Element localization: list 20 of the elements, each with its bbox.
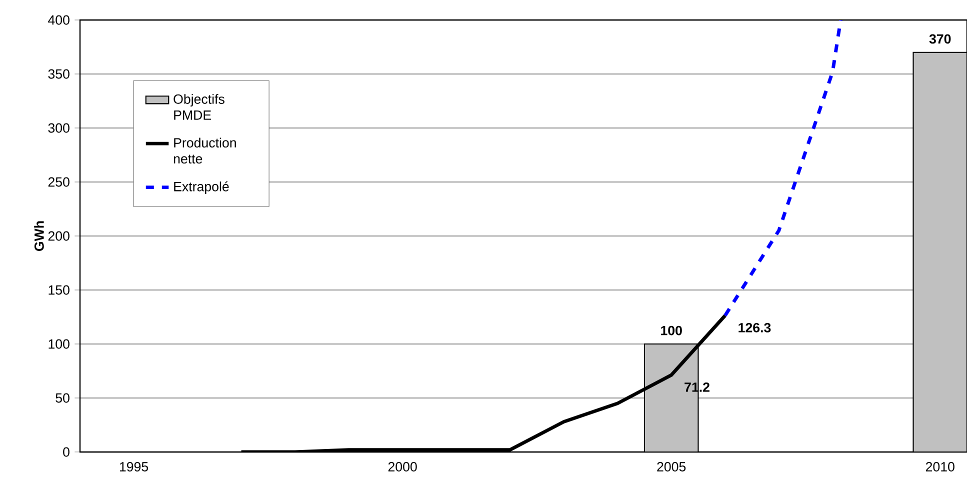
y-tick-label: 50 bbox=[56, 393, 70, 403]
y-tick-label: 150 bbox=[48, 285, 70, 295]
y-tick-label: 400 bbox=[48, 15, 70, 25]
y-tick-label: 0 bbox=[63, 447, 70, 457]
legend-label: Extrapolé bbox=[174, 181, 229, 194]
x-tick-label: 2010 bbox=[926, 462, 954, 472]
y-tick-label: 350 bbox=[48, 69, 70, 79]
data-label: 370 bbox=[929, 34, 951, 44]
y-tick-label: 250 bbox=[48, 177, 70, 187]
legend-label: Objectifs PMDE bbox=[174, 94, 224, 120]
x-tick-label: 2000 bbox=[388, 462, 417, 472]
y-tick-label: 100 bbox=[48, 339, 70, 349]
data-label: 126.3 bbox=[738, 322, 771, 332]
data-label: 100 bbox=[661, 326, 682, 336]
y-tick-label: 300 bbox=[48, 123, 70, 133]
y-axis-title: GWh bbox=[34, 221, 44, 251]
x-tick-label: 1995 bbox=[120, 462, 148, 472]
legend-label: Production nette bbox=[174, 138, 236, 164]
x-tick-label: 2005 bbox=[657, 462, 686, 472]
y-tick-label: 200 bbox=[48, 231, 70, 241]
